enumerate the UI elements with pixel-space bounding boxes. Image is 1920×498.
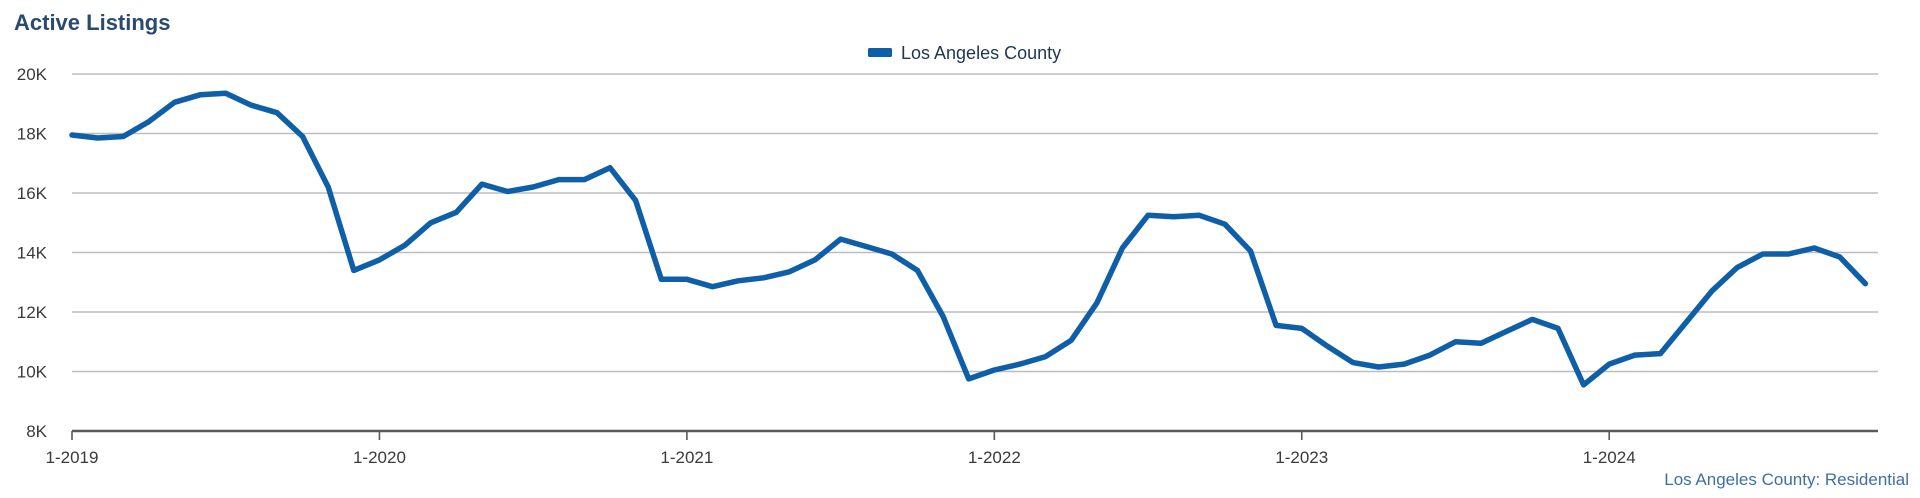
data-point[interactable] xyxy=(1709,289,1714,294)
data-point[interactable] xyxy=(1837,254,1843,260)
x-tick-label: 1-2024 xyxy=(1583,448,1636,467)
data-point[interactable] xyxy=(812,257,818,263)
data-point[interactable] xyxy=(1248,248,1253,254)
x-tick-label: 1-2020 xyxy=(353,448,406,467)
data-point[interactable] xyxy=(249,103,254,108)
x-tick-label: 1-2019 xyxy=(46,448,99,467)
legend-swatch xyxy=(868,48,892,57)
data-point[interactable] xyxy=(326,184,331,190)
data-point[interactable] xyxy=(300,134,305,139)
x-tick-label: 1-2023 xyxy=(1275,448,1328,467)
legend[interactable]: Los Angeles County xyxy=(868,43,1061,63)
data-point[interactable] xyxy=(95,135,100,141)
data-point[interactable] xyxy=(659,277,664,282)
data-point[interactable] xyxy=(1043,354,1048,359)
data-point[interactable] xyxy=(69,132,75,138)
data-point[interactable] xyxy=(1120,245,1125,251)
data-point[interactable] xyxy=(1812,245,1817,251)
data-point[interactable] xyxy=(1222,222,1228,227)
data-point[interactable] xyxy=(1197,213,1202,218)
data-point[interactable] xyxy=(1376,364,1381,370)
data-point[interactable] xyxy=(531,184,536,190)
data-point[interactable] xyxy=(351,268,356,273)
y-axis-ticks: 8K 10K 12K 14K 16K 18K 20K xyxy=(17,65,48,441)
data-point[interactable] xyxy=(1504,329,1509,334)
data-point[interactable] xyxy=(1478,341,1484,346)
data-point[interactable] xyxy=(1017,361,1023,367)
data-point[interactable] xyxy=(1453,339,1458,344)
source-note: Los Angeles County: Residential xyxy=(1664,470,1909,489)
data-point[interactable] xyxy=(710,284,715,289)
data-point[interactable] xyxy=(505,189,510,194)
y-tick-label: 10K xyxy=(17,363,48,382)
data-point[interactable] xyxy=(1299,326,1305,331)
data-point[interactable] xyxy=(966,376,971,382)
data-point[interactable] xyxy=(223,91,228,96)
x-tick-label: 1-2022 xyxy=(968,448,1021,467)
data-point[interactable] xyxy=(1530,317,1535,322)
data-point[interactable] xyxy=(1069,338,1074,343)
data-point[interactable] xyxy=(274,110,280,115)
chart-title: Active Listings xyxy=(14,10,170,35)
y-tick-label: 18K xyxy=(17,125,48,144)
legend-label: Los Angeles County xyxy=(901,43,1061,63)
data-point[interactable] xyxy=(582,177,587,182)
y-tick-label: 14K xyxy=(17,244,48,263)
data-point[interactable] xyxy=(684,277,690,282)
series-line-los-angeles-county[interactable] xyxy=(69,90,1869,388)
data-point[interactable] xyxy=(1171,214,1176,219)
y-tick-label: 8K xyxy=(26,422,47,441)
data-point[interactable] xyxy=(607,165,613,170)
data-point[interactable] xyxy=(556,177,561,182)
data-point[interactable] xyxy=(454,210,459,215)
data-point[interactable] xyxy=(915,268,920,273)
data-point[interactable] xyxy=(1786,251,1791,257)
data-point[interactable] xyxy=(1632,352,1638,358)
data-point[interactable] xyxy=(761,275,766,280)
data-point[interactable] xyxy=(197,92,203,98)
data-point[interactable] xyxy=(1145,213,1151,218)
data-point[interactable] xyxy=(1350,360,1356,365)
data-point[interactable] xyxy=(1658,351,1663,356)
data-point[interactable] xyxy=(1683,320,1689,325)
data-point[interactable] xyxy=(1735,265,1740,270)
data-point[interactable] xyxy=(940,314,946,319)
data-point[interactable] xyxy=(377,257,382,263)
data-point[interactable] xyxy=(633,198,638,203)
data-point[interactable] xyxy=(1581,382,1586,388)
data-point[interactable] xyxy=(1427,352,1433,358)
data-point[interactable] xyxy=(172,100,177,105)
data-point[interactable] xyxy=(479,181,485,187)
data-point[interactable] xyxy=(889,251,894,257)
data-point[interactable] xyxy=(838,236,843,242)
x-tick-label: 1-2021 xyxy=(660,448,713,467)
data-point[interactable] xyxy=(1273,323,1279,328)
data-point[interactable] xyxy=(1760,251,1766,257)
y-tick-label: 16K xyxy=(17,184,48,203)
data-point[interactable] xyxy=(1402,361,1407,367)
data-point[interactable] xyxy=(146,119,152,124)
data-point[interactable] xyxy=(428,220,433,225)
data-point[interactable] xyxy=(121,134,126,139)
y-tick-label: 20K xyxy=(17,65,48,84)
data-point[interactable] xyxy=(1094,300,1100,306)
y-tick-label: 12K xyxy=(17,303,48,322)
x-axis-ticks: 1-2019 1-2020 1-2021 1-2022 1-2023 1-2024 xyxy=(46,431,1636,467)
data-point[interactable] xyxy=(1863,281,1868,286)
data-point[interactable] xyxy=(402,242,408,248)
data-point[interactable] xyxy=(864,244,869,249)
data-point[interactable] xyxy=(787,269,792,274)
gridlines xyxy=(72,73,1878,373)
data-point[interactable] xyxy=(735,278,741,283)
series-layer xyxy=(69,90,1869,388)
data-point[interactable] xyxy=(1607,361,1612,367)
data-point[interactable] xyxy=(992,367,997,373)
data-point[interactable] xyxy=(1555,326,1561,331)
data-point[interactable] xyxy=(1325,344,1330,349)
